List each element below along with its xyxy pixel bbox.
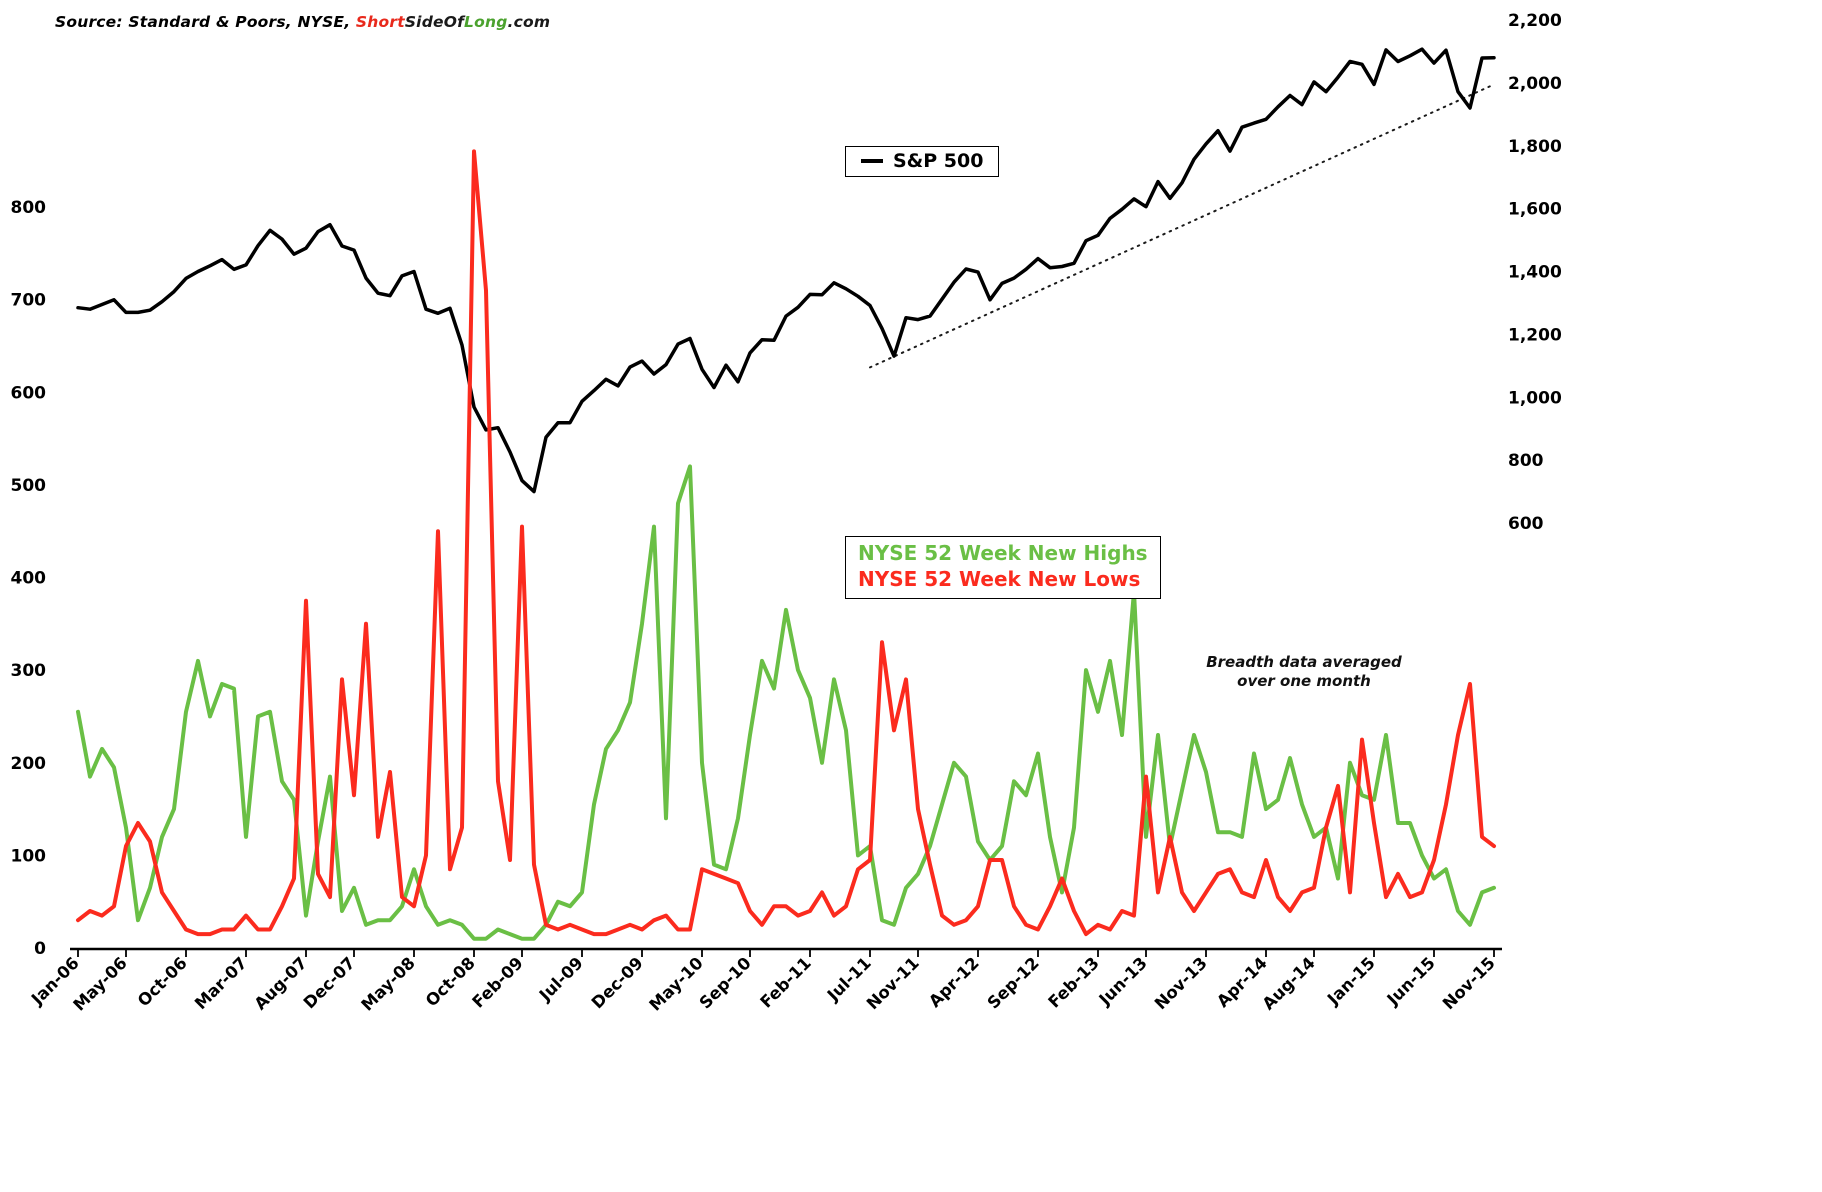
x-tick-label: Aug-14 [1259, 953, 1319, 1013]
x-tick-label: Feb-09 [469, 953, 527, 1011]
x-tick-label: Sep-10 [696, 953, 755, 1012]
sp500-legend-label: S&P 500 [893, 150, 984, 172]
source-brand-short: Short [355, 13, 405, 31]
new-lows-legend-label: NYSE 52 Week New Lows [858, 567, 1141, 592]
right-axis-tick-label: 1,800 [1508, 137, 1562, 157]
x-tick-label: Mar-07 [191, 953, 251, 1013]
new-lows-line [76, 149, 1496, 937]
x-tick-label: Jul-09 [535, 953, 587, 1005]
x-tick-label: Oct-06 [134, 953, 191, 1010]
new-highs-line [76, 464, 1496, 941]
x-tick-label: Nov-13 [1151, 953, 1211, 1013]
source-note: Source: Standard & Poors, NYSE, ShortSid… [55, 13, 550, 31]
source-brand-sideof: SideOf [404, 13, 465, 31]
left-axis-tick-label: 0 [34, 939, 46, 959]
left-axis-tick-label: 400 [11, 569, 47, 589]
breadth-legend: NYSE 52 Week New Highs NYSE 52 Week New … [845, 536, 1161, 599]
right-axis-tick-label: 1,400 [1508, 263, 1562, 283]
x-tick-label: Aug-07 [251, 953, 311, 1013]
right-axis-tick-label: 2,000 [1508, 74, 1562, 94]
x-tick-label: Oct-08 [422, 953, 479, 1010]
x-tick-label: Dec-07 [300, 953, 359, 1012]
trendline [869, 83, 1495, 369]
left-axis-tick-label: 500 [11, 476, 47, 496]
x-tick-label: Dec-09 [588, 953, 647, 1012]
sp500-line-sample [861, 159, 883, 163]
x-tick-label: Apr-12 [925, 953, 983, 1011]
x-tick-label: May-10 [646, 953, 707, 1014]
left-axis-tick-label: 100 [11, 846, 47, 866]
x-tick-label: Jun-15 [1383, 953, 1439, 1009]
x-tick-label: Jan-15 [1323, 953, 1379, 1009]
right-axis-tick-label: 2,200 [1508, 11, 1562, 31]
right-axis-tick-label: 800 [1508, 451, 1544, 471]
left-axis-tick-label: 600 [11, 383, 47, 403]
left-axis-tick-label: 300 [11, 661, 47, 681]
source-brand-com: .com [507, 13, 551, 31]
source-brand-long: Long [464, 13, 508, 31]
sp500-line [76, 47, 1496, 494]
left-axis-tick-label: 200 [11, 754, 47, 774]
x-tick-label: Feb-13 [1045, 953, 1103, 1011]
x-tick-label: Jun-13 [1095, 953, 1151, 1009]
source-text: Source: Standard & Poors, NYSE, [55, 13, 356, 31]
x-tick-label: Nov-11 [863, 953, 923, 1013]
x-tick-label: May-06 [70, 953, 131, 1014]
x-tick-label: Sep-12 [984, 953, 1043, 1012]
new-highs-legend-label: NYSE 52 Week New Highs [858, 541, 1148, 565]
x-tick-label: Feb-11 [757, 953, 815, 1011]
right-axis-tick-label: 1,000 [1508, 388, 1562, 408]
left-axis-tick-label: 800 [11, 198, 47, 218]
x-tick-label: May-08 [358, 953, 419, 1014]
right-axis-tick-label: 600 [1508, 514, 1544, 534]
x-tick-label: Nov-15 [1439, 953, 1499, 1013]
left-axis-tick-label: 700 [11, 291, 47, 311]
right-axis-tick-label: 1,200 [1508, 325, 1562, 345]
breadth-annotation: Breadth data averaged over one month [1206, 653, 1402, 690]
right-axis-tick-label: 1,600 [1508, 200, 1562, 220]
sp500-legend: S&P 500 [845, 146, 1000, 177]
